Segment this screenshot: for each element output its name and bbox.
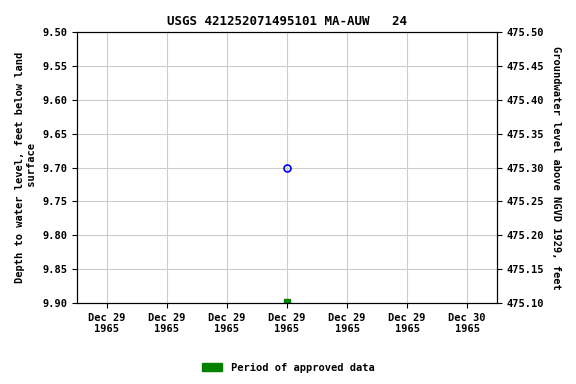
Title: USGS 421252071495101 MA-AUW   24: USGS 421252071495101 MA-AUW 24 — [167, 15, 407, 28]
Legend: Period of approved data: Period of approved data — [198, 359, 378, 377]
Y-axis label: Groundwater level above NGVD 1929, feet: Groundwater level above NGVD 1929, feet — [551, 46, 561, 290]
Y-axis label: Depth to water level, feet below land
 surface: Depth to water level, feet below land su… — [15, 52, 37, 283]
